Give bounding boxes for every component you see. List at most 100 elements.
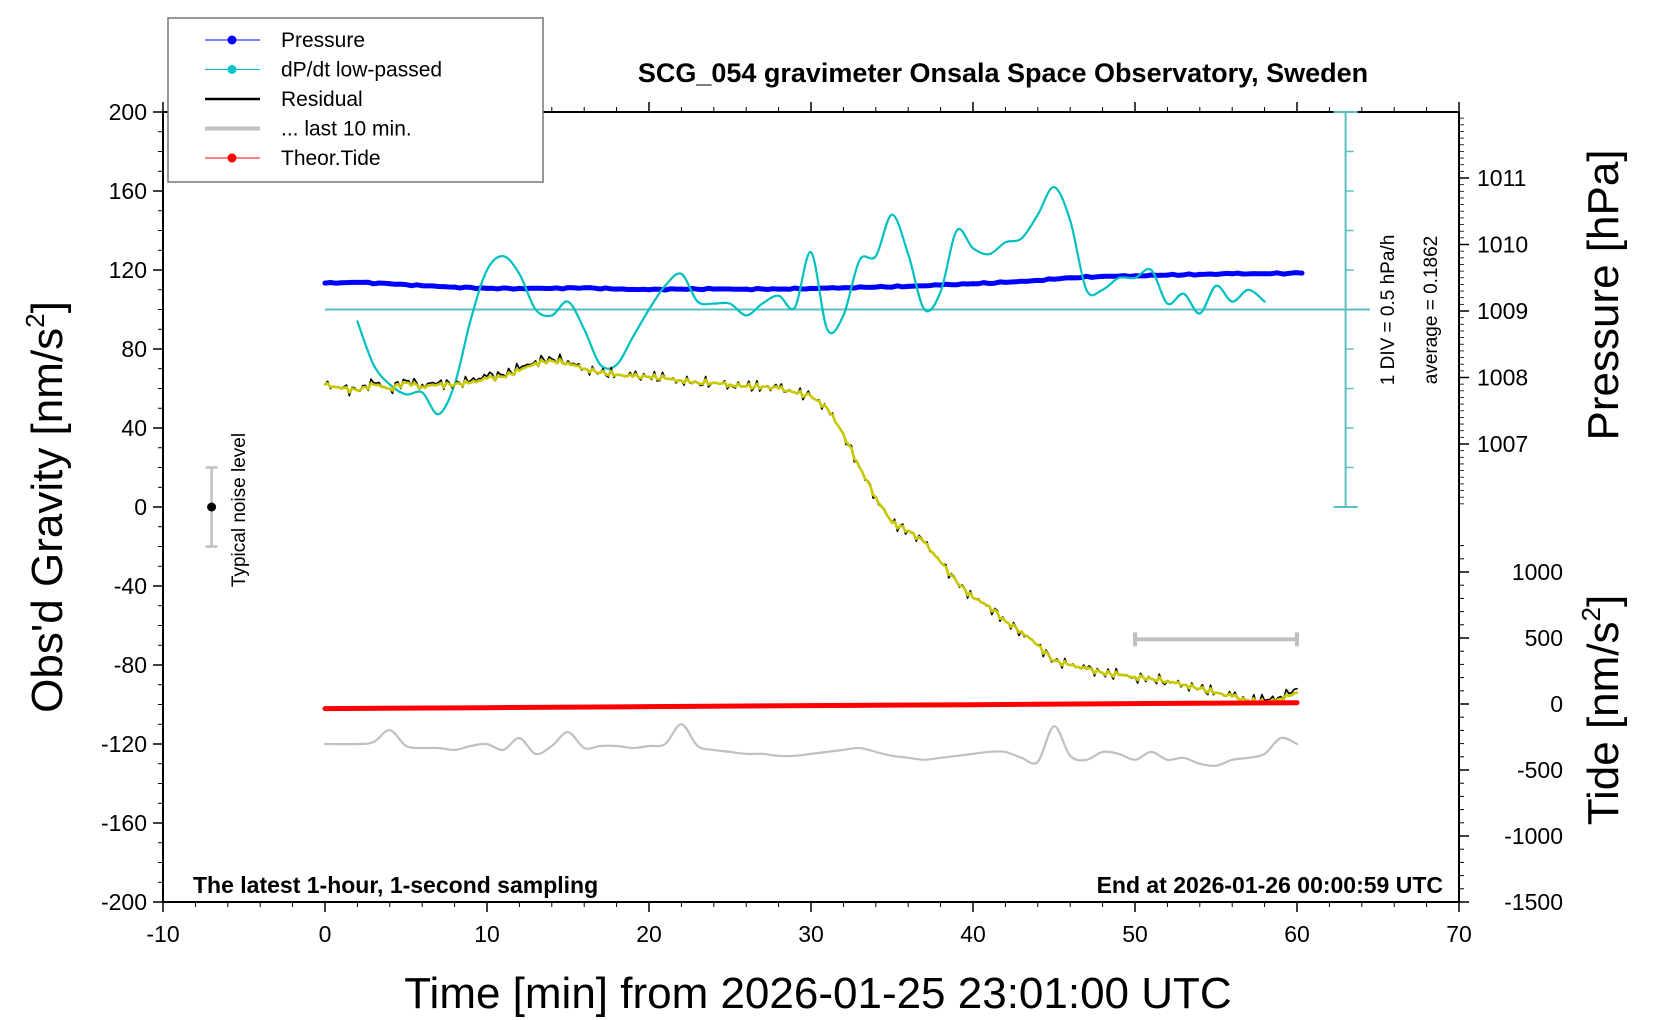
series-dp-dt-low-passed-point (988, 253, 990, 255)
legend-item: dP/dt low-passed (205, 59, 442, 82)
series-layer (205, 111, 1370, 767)
y-axis-tide-title-main: Tide [nm/s (1579, 621, 1628, 825)
y-left-tick-label: -120 (101, 731, 147, 757)
series-residual-smoothed-point (907, 529, 909, 532)
legend-label: ... last 10 min. (281, 118, 412, 141)
series-theor-tide-point (324, 707, 326, 710)
series-residual-smoothed-point (421, 385, 424, 388)
series-dp-dt-low-passed-point (923, 308, 926, 311)
y-tide-tick-label: 0 (1550, 691, 1563, 717)
series-residual-smoothed-point (405, 381, 407, 384)
series-dp-dt-low-passed-point (534, 308, 537, 311)
series-dp-dt-low-passed-point (567, 300, 569, 303)
y-axis-left-title-sup: 2 (20, 313, 50, 327)
series-residual-smoothed-point (972, 597, 974, 599)
series-residual-smoothed-point (696, 381, 699, 384)
series-last-10-min-point (810, 753, 812, 755)
noise-bar-center (207, 502, 217, 512)
series-last-10-min-point (1085, 759, 1088, 761)
series-last-10-min-point (729, 751, 731, 753)
series-dp-dt-low-passed-point (1020, 237, 1023, 240)
series-pressure-point (1262, 271, 1268, 277)
x-tick-label: 40 (960, 921, 986, 947)
series-pressure-point (452, 284, 458, 290)
legend: Pressure dP/dt low-passed Residual ... last… (167, 17, 544, 183)
series-dp-dt-low-passed-point (470, 318, 472, 321)
series-dp-dt-low-passed-point (745, 314, 747, 317)
plot-frame (162, 111, 1460, 903)
series-dp-dt-low-passed-point (842, 314, 845, 317)
ticks-layer: -10 0 10 20 30 40 50 60 70 200 160 120 80 40 0 -40 -80 -1… (101, 99, 1563, 947)
y-left-tick-label: -200 (101, 889, 147, 915)
y-axis-left-title-main: Obs'd Gravity [nm/s (23, 328, 72, 713)
series-residual-smoothed-point (875, 496, 877, 498)
series-dp-dt-low-passed-point (1069, 219, 1071, 222)
series-dp-dt-low-passed-point (777, 294, 780, 297)
series-residual-smoothed-point (1150, 678, 1152, 680)
series-dp-dt-low-passed-point (1150, 269, 1152, 271)
x-tick-label: 20 (636, 921, 662, 947)
series-pressure-point (516, 285, 522, 291)
series-last-10-min-point (648, 745, 650, 747)
series-pressure-point (678, 286, 684, 292)
legend-label: Pressure (281, 29, 365, 52)
series-dp-dt-low-passed-point (729, 302, 731, 305)
series-dp-dt-low-passed-point (551, 314, 553, 317)
series-last-10-min-point (1280, 737, 1282, 739)
series-last-10-min-point (405, 745, 407, 747)
series-residual-smoothed-point (324, 383, 326, 386)
series-pressure-point (1100, 273, 1106, 279)
y-tide-tick-label: -1500 (1504, 889, 1563, 915)
series-residual-smoothed-point (599, 371, 602, 374)
series-last-10-min-point (858, 747, 861, 749)
series-dp-dt-low-passed-point (794, 306, 796, 309)
series-residual-smoothed-point (1280, 697, 1282, 700)
series-residual-point (1296, 687, 1298, 690)
x-tick-label: 70 (1446, 921, 1472, 947)
y-pressure-tick-label: 1008 (1477, 365, 1528, 391)
series-last-10-min-point (567, 731, 569, 733)
x-axis-title: Time [min] from 2026-01-25 23:01:00 UTC (404, 969, 1231, 1018)
series-pressure-point (1164, 272, 1170, 278)
series-last-10-min-point (696, 745, 699, 747)
x-tick-label: 60 (1284, 921, 1310, 947)
noise-level-label: Typical noise level (229, 433, 250, 587)
series-last-10-min-point (1004, 751, 1007, 753)
series-dp-dt-low-passed-point (680, 273, 683, 275)
series-dp-dt-low-passed-point (696, 300, 699, 303)
series-residual-smoothed-point (502, 375, 505, 378)
series-dp-dt-low-passed-point (486, 269, 488, 271)
y-left-tick-label: 40 (121, 415, 147, 441)
series-residual-smoothed-point (1069, 664, 1071, 666)
series-dp-dt-low-passed-point (1215, 285, 1217, 287)
series-residual-smoothed-point (615, 373, 618, 376)
series-residual-smoothed-point (1020, 630, 1023, 633)
series-residual-smoothed-point (745, 385, 747, 388)
note-sampling: The latest 1-hour, 1-second sampling (193, 872, 598, 898)
series-residual-smoothed-point (1101, 672, 1104, 674)
average-label: average = 0.1862 (1421, 236, 1442, 384)
x-tick-label: -10 (146, 921, 179, 947)
series-last-10-min-point (615, 745, 618, 747)
series-last-10-min-point (437, 747, 440, 749)
y-left-tick-label: -80 (114, 652, 147, 678)
series-pressure-point (1067, 275, 1073, 281)
series-last-10-min-point (1069, 755, 1071, 757)
series-residual-smoothed-point (453, 383, 456, 386)
legend-swatch-dot (227, 35, 237, 45)
series-last-10-min-point (551, 745, 553, 747)
series-pressure-point (646, 287, 652, 293)
series-last-10-min-point (518, 737, 521, 739)
series-last-10-min-point (1231, 759, 1233, 761)
series-residual-point (1280, 695, 1282, 698)
series-last-10-min-point (453, 749, 456, 751)
series-pressure-point (873, 284, 879, 290)
series-residual-point (405, 379, 407, 382)
y-tide-tick-label: -500 (1517, 757, 1563, 783)
series-dp-dt-low-passed-point (1118, 277, 1120, 279)
y-pressure-tick-label: 1011 (1477, 165, 1526, 191)
series-last-10-min-point (761, 753, 764, 755)
series-dp-dt-low-passed-point (858, 259, 861, 261)
series-residual-smoothed-point (437, 383, 440, 386)
series-theor-tide-point (1134, 702, 1136, 705)
